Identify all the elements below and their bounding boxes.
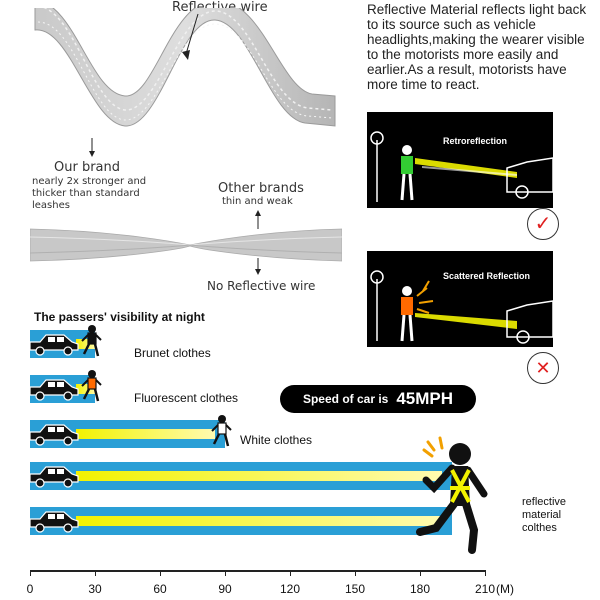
speed-badge: Speed of car is 45MPH [280, 385, 476, 413]
axis-tick-label: 60 [153, 582, 167, 596]
scattered-reflection-label: Scattered Reflection [443, 271, 531, 281]
row-label-fluorescent: Fluorescent clothes [134, 391, 239, 405]
axis-tick-label: 210 [474, 582, 496, 596]
axis-tick [485, 570, 486, 576]
reflective-info-paragraph: Reflective Material reflects light back … [367, 2, 587, 92]
car-icon [29, 334, 79, 356]
car-icon [29, 511, 79, 533]
visibility-title: The passers' visibility at night [34, 310, 205, 324]
pedestrian-icon [81, 370, 102, 402]
axis-tick [30, 570, 31, 576]
speed-prefix: Speed of car is [302, 392, 389, 406]
other-brand-strap-image [30, 228, 342, 262]
wire-pointer-arrow [182, 13, 199, 60]
axis-tick-label: 150 [344, 582, 366, 596]
other-brands-title: Other brands [218, 181, 304, 196]
headlight-beam [76, 339, 96, 349]
axis-tick [95, 570, 96, 576]
headlight-beam [76, 384, 96, 394]
pedestrian-icon [81, 325, 102, 357]
our-brand-description: nearly 2x stronger and thicker than stan… [32, 176, 147, 211]
axis-unit: (M) [496, 582, 514, 596]
car-icon [29, 466, 79, 488]
axis-tick [355, 570, 356, 576]
down-arrow-icon [89, 138, 95, 157]
axis-tick-label: 90 [218, 582, 232, 596]
headlight-beam [76, 429, 215, 439]
our-brand-strap-image [34, 8, 336, 127]
retroreflection-illustration [370, 131, 554, 202]
car-icon [29, 424, 79, 446]
scattered-reflection-illustration [370, 270, 554, 344]
reflective-runner-icon [416, 436, 488, 554]
retroreflection-panel: Retroreflection [367, 112, 554, 208]
axis-tick [420, 570, 421, 576]
axis-tick-label: 0 [26, 582, 34, 596]
axis-tick [160, 570, 161, 576]
distance-axis-line [30, 570, 485, 572]
row-label-brunet: Brunet clothes [134, 346, 211, 360]
car-icon [29, 379, 79, 401]
our-brand-title: Our brand [54, 160, 121, 175]
check-mark-icon: ✓ [527, 208, 559, 240]
scattered-reflection-panel: Scattered Reflection [367, 251, 554, 347]
axis-tick [225, 570, 226, 576]
other-brands-description: thin and weak [222, 196, 293, 207]
axis-tick-label: 180 [409, 582, 431, 596]
cross-mark-icon: ✕ [527, 352, 559, 384]
headlight-beam [76, 516, 442, 526]
pedestrian-icon [211, 415, 232, 447]
up-arrow-icon [255, 210, 261, 229]
headlight-beam [76, 471, 442, 481]
axis-tick-label: 30 [88, 582, 102, 596]
speed-value: 45MPH [396, 389, 454, 408]
row-label-white: White clothes [240, 433, 313, 447]
axis-tick [290, 570, 291, 576]
row-label-reflective: reflective material colthes [522, 496, 567, 534]
axis-tick-label: 120 [279, 582, 301, 596]
no-reflective-wire-label: No Reflective wire [207, 279, 316, 293]
retroreflection-label: Retroreflection [443, 136, 508, 146]
down-arrow-icon-2 [255, 258, 261, 275]
